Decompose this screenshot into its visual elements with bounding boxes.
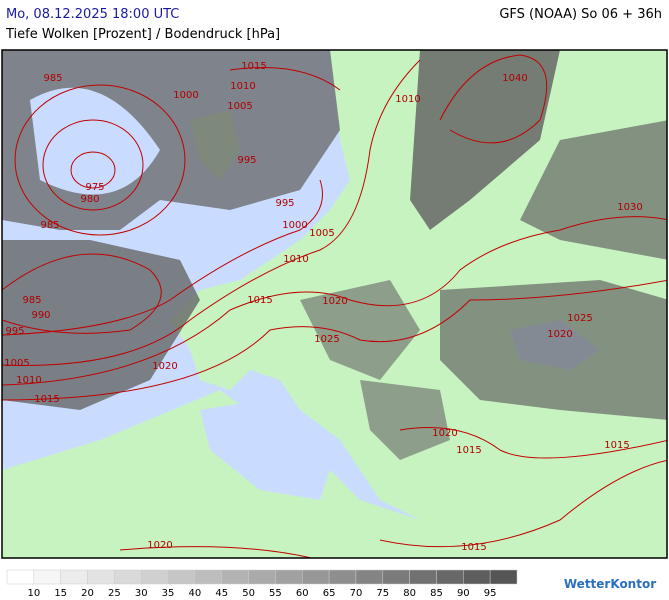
isobar-label: 1010 — [16, 375, 41, 386]
isobar-label: 1015 — [456, 445, 481, 456]
isobar-label: 1000 — [173, 90, 198, 101]
isobar-label: 975 — [85, 182, 104, 193]
legend-swatch — [463, 569, 491, 585]
legend-label: 50 — [242, 588, 255, 599]
legend-label: 60 — [296, 588, 309, 599]
legend-label: 20 — [81, 588, 94, 599]
legend-label: 65 — [323, 588, 336, 599]
isobar-label: 985 — [22, 295, 41, 306]
legend-swatch — [167, 569, 196, 585]
legend-label: 25 — [108, 588, 121, 599]
legend-label: 80 — [403, 588, 416, 599]
legend-label: 75 — [376, 588, 389, 599]
legend-label: 30 — [135, 588, 148, 599]
isobar-label: 1020 — [152, 361, 177, 372]
isobar-label: 1010 — [230, 81, 255, 92]
isobar-label: 1040 — [502, 73, 527, 84]
isobar-label: 1020 — [432, 428, 457, 439]
isobar-label: 985 — [43, 73, 62, 84]
isobar-label: 1025 — [314, 334, 339, 345]
isobar-label: 1005 — [227, 101, 252, 112]
legend-swatch — [436, 569, 464, 585]
legend: 10 15 20 25 30 35 40 45 50 55 60 65 70 75 80 85 90 95 — [6, 569, 518, 599]
isobar-label: 1020 — [322, 296, 347, 307]
legend-label: 90 — [457, 588, 470, 599]
isobar-label: 1015 — [241, 61, 266, 72]
legend-swatch — [194, 569, 222, 585]
isobar-label: 995 — [5, 326, 24, 337]
isobar-label: 1025 — [567, 313, 592, 324]
legend-swatch — [355, 569, 384, 585]
isobar-labels: 9851015101010001005101010409959759809859… — [4, 61, 642, 553]
isobar-label: 1005 — [4, 358, 29, 369]
map — [1, 49, 668, 559]
logo: WetterKontor — [564, 577, 656, 591]
legend-label: 10 — [27, 588, 40, 599]
legend-swatch — [328, 569, 357, 585]
isobar-label: 1000 — [282, 220, 307, 231]
legend-label: 40 — [189, 588, 202, 599]
legend-swatch — [221, 569, 249, 585]
legend-swatch — [33, 569, 61, 585]
isobar-label: 1020 — [147, 540, 172, 551]
legend-swatch — [382, 569, 410, 585]
legend-swatch — [409, 569, 437, 585]
legend-label: 70 — [350, 588, 363, 599]
isobar-label: 1030 — [617, 202, 642, 213]
isobar-label: 1010 — [283, 254, 308, 265]
isobar-label: 1005 — [309, 228, 334, 239]
legend-swatch — [60, 569, 88, 585]
isobar-label: 990 — [31, 310, 50, 321]
isobar-label: 1015 — [461, 542, 486, 553]
isobar-label: 1015 — [604, 440, 629, 451]
legend-swatch — [114, 569, 142, 585]
legend-label: 15 — [54, 588, 67, 599]
isobar-label: 1010 — [395, 94, 420, 105]
legend-swatch — [489, 569, 518, 585]
isobar-label: 1015 — [34, 394, 59, 405]
legend-swatch — [6, 569, 35, 585]
model-run: GFS (NOAA) So 06 + 36h — [499, 7, 662, 22]
isobar-label: 1015 — [247, 295, 272, 306]
map-title: Tiefe Wolken [Prozent] / Bodendruck [hPa… — [5, 27, 280, 42]
isobar-label: 1020 — [547, 329, 572, 340]
legend-label: 85 — [430, 588, 443, 599]
legend-swatch — [275, 569, 303, 585]
isobar-label: 985 — [40, 220, 59, 231]
legend-label: 45 — [215, 588, 228, 599]
legend-label: 95 — [484, 588, 497, 599]
legend-swatch — [248, 569, 276, 585]
isobar-label: 995 — [237, 155, 256, 166]
datetime: Mo, 08.12.2025 18:00 UTC — [6, 7, 179, 22]
legend-label: 55 — [269, 588, 282, 599]
isobar-label: 980 — [80, 194, 99, 205]
legend-label: 35 — [162, 588, 175, 599]
isobar-label: 995 — [275, 198, 294, 209]
legend-swatch — [87, 569, 115, 585]
legend-swatch — [140, 569, 169, 585]
legend-swatch — [302, 569, 330, 585]
